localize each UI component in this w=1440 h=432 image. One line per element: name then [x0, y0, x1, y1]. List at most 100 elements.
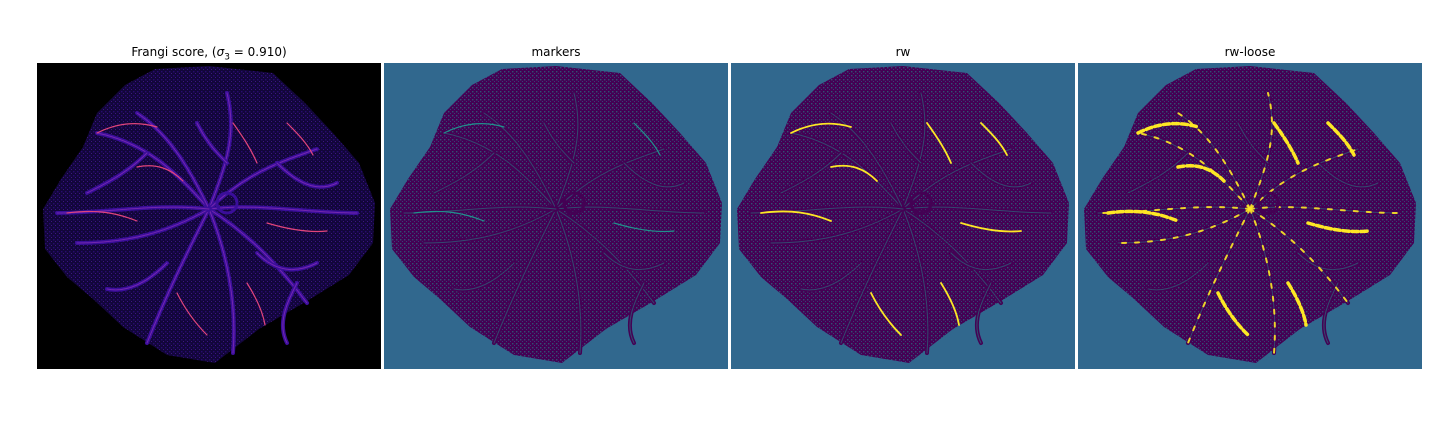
vessel-edge	[902, 206, 1052, 214]
vessel-edge	[1297, 252, 1359, 271]
highlight-segment	[1249, 208, 1276, 354]
highlight-segment	[1249, 148, 1359, 210]
vessel-edge	[453, 262, 515, 291]
vessel-edge	[423, 208, 557, 244]
vessel-edge	[902, 148, 1012, 210]
vessel-edge	[555, 208, 655, 304]
highlight-segment	[1326, 121, 1356, 157]
highlight-segment	[980, 122, 1008, 156]
vessel-edge	[555, 208, 582, 354]
vessel-edge	[208, 206, 358, 214]
highlight-segment	[1136, 121, 1200, 135]
highlight-segment	[246, 282, 266, 326]
vessel-edge	[790, 132, 904, 210]
rw-image	[731, 63, 1075, 369]
vessel-edge	[603, 252, 665, 271]
vessel-edge	[196, 122, 228, 164]
rw-loose-image	[1078, 63, 1422, 369]
vessel-network	[402, 91, 706, 355]
vessel-edge	[208, 92, 232, 210]
highlight-segment	[1216, 291, 1250, 337]
vessel-edge	[493, 208, 557, 344]
highlight-segment	[1306, 221, 1370, 234]
vessel-edge	[483, 112, 557, 210]
vessel-edge	[976, 282, 992, 344]
vessel-edge	[950, 252, 1012, 271]
highlight-segment	[1249, 208, 1349, 304]
optic-disc	[215, 191, 239, 215]
vessel-edge	[276, 162, 338, 188]
highlight-segment	[633, 122, 661, 156]
highlight-segment	[96, 123, 158, 134]
vessel-network	[749, 91, 1053, 355]
vessel-edge	[86, 152, 148, 194]
vessel-edge	[208, 148, 318, 210]
vessel-edge	[830, 112, 904, 210]
highlight-segment	[613, 222, 675, 233]
vessel-edge	[433, 152, 495, 194]
vessel-edge	[840, 208, 904, 344]
vessel-edge	[1147, 262, 1209, 291]
highlight-segment	[1117, 208, 1251, 244]
highlight-segment	[266, 222, 328, 233]
highlight-segment	[926, 122, 952, 164]
vessel-highlights	[66, 122, 328, 336]
vessel-edge	[1127, 152, 1189, 194]
vessel-edge	[970, 162, 1032, 188]
highlight-segment	[960, 222, 1022, 233]
highlight-segment	[1137, 132, 1251, 210]
frangi-score-image	[37, 63, 381, 369]
vessel-edge	[1237, 122, 1269, 164]
vessel-edge	[208, 208, 308, 304]
highlight-segment	[443, 123, 505, 134]
highlight-segment	[136, 165, 184, 182]
highlight-segment	[1177, 112, 1251, 210]
highlight-segment	[830, 164, 878, 182]
vessel-edge	[623, 162, 685, 188]
vessel-edge	[106, 262, 168, 291]
vessel-edge	[76, 208, 210, 244]
highlight-segment	[940, 282, 960, 326]
vessel-edge	[629, 282, 645, 344]
highlight-segment	[232, 122, 258, 164]
vessel-edge	[1323, 282, 1339, 344]
highlight-segment	[176, 292, 208, 336]
vessel-network	[55, 91, 359, 355]
vessel-highlights	[760, 122, 1022, 336]
markers-image	[384, 63, 728, 369]
vessel-edge	[282, 282, 298, 344]
highlight-segment	[1286, 281, 1308, 327]
highlight-segment	[1097, 206, 1251, 214]
vessel-edge	[555, 148, 665, 210]
panel-title-markers: markers	[531, 45, 581, 59]
vessel-edge	[555, 92, 579, 210]
vessel-edge	[780, 152, 842, 194]
vessel-edge	[96, 132, 210, 210]
panel-title-rw: rw	[895, 45, 911, 59]
rw-canvas	[731, 63, 1075, 369]
markers-canvas	[384, 63, 728, 369]
highlight-segment	[1249, 92, 1273, 210]
highlight-segment	[66, 210, 138, 222]
vessel-highlights	[1097, 92, 1399, 354]
highlight-segment	[1272, 121, 1300, 165]
vessel-edge	[543, 122, 575, 164]
vessel-edge	[443, 132, 557, 210]
vessel-edge	[902, 208, 929, 354]
vessel-edge	[146, 208, 210, 344]
frangi-score-canvas	[37, 63, 381, 369]
highlight-segment	[870, 292, 902, 336]
vessel-edge	[256, 252, 318, 271]
panel-title-rw-loose: rw-loose	[1224, 45, 1276, 59]
highlight-segment	[413, 210, 485, 222]
highlight-segment	[1187, 208, 1251, 344]
rw-loose-canvas	[1078, 63, 1422, 369]
highlight-segment	[1249, 206, 1399, 214]
highlight-segment	[760, 210, 832, 222]
vessel-highlights	[413, 122, 675, 233]
panel-title-frangi: Frangi score, (σ3 = 0.910)	[131, 45, 287, 63]
vessel-edge	[902, 92, 926, 210]
optic-disc	[909, 191, 933, 215]
highlight-segment	[790, 122, 852, 134]
optic-disc	[562, 191, 586, 215]
